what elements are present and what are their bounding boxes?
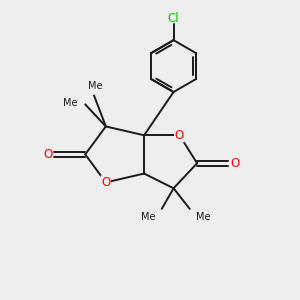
Text: Me: Me bbox=[63, 98, 78, 108]
Text: O: O bbox=[101, 176, 110, 189]
Text: Cl: Cl bbox=[168, 12, 179, 25]
Text: Me: Me bbox=[141, 212, 156, 222]
Text: O: O bbox=[175, 129, 184, 142]
Text: O: O bbox=[43, 148, 52, 161]
Text: Me: Me bbox=[88, 81, 103, 91]
Text: Me: Me bbox=[196, 212, 210, 222]
Text: O: O bbox=[230, 157, 239, 170]
